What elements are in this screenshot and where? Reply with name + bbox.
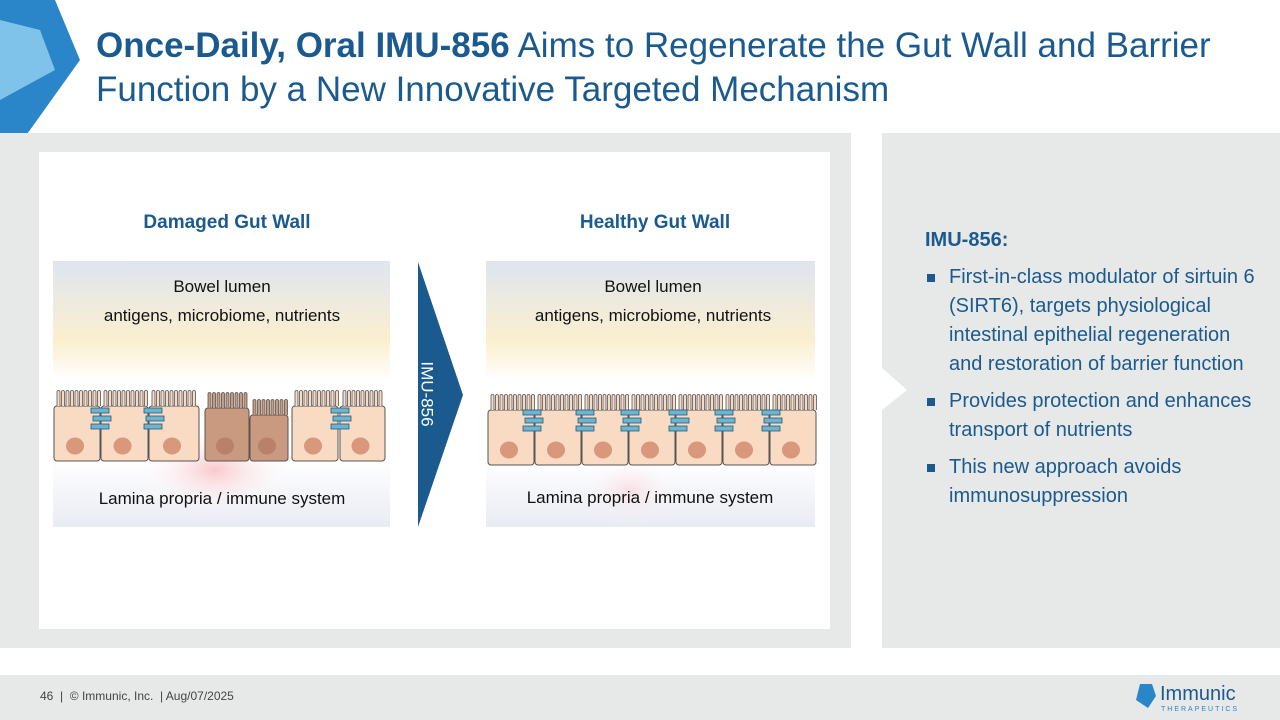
lumen-label: Bowel lumen <box>173 277 270 296</box>
decor <box>0 20 55 100</box>
villi <box>294 390 339 406</box>
villi <box>725 394 770 410</box>
junction <box>143 423 163 430</box>
base-label: Lamina propria / immune system <box>527 488 774 507</box>
nucleus <box>163 437 181 455</box>
junction <box>522 409 542 416</box>
logo-mark <box>1136 684 1156 708</box>
nucleus <box>304 437 322 455</box>
logo: Immunic <box>1160 683 1236 705</box>
junction <box>92 415 112 422</box>
villi <box>103 390 148 406</box>
villi <box>342 390 383 406</box>
inflammation <box>580 455 680 525</box>
villi <box>490 394 535 410</box>
lumen-label: Bowel lumen <box>604 277 701 296</box>
junction <box>620 409 640 416</box>
junction <box>714 425 734 432</box>
title-bold: Once-Daily, Oral IMU-856 <box>96 26 510 65</box>
junction <box>575 409 595 416</box>
junction <box>577 417 597 424</box>
bullet-list: First-in-class modulator of sirtuin 6 (S… <box>925 263 1255 511</box>
nucleus <box>66 437 84 455</box>
nucleus <box>500 441 518 459</box>
nucleus <box>547 441 565 459</box>
junction <box>716 417 736 424</box>
villi <box>678 394 723 410</box>
footer-text: 46 | © Immunic, Inc. | Aug/07/2025 <box>40 689 234 703</box>
junction <box>575 425 595 432</box>
nucleus <box>641 441 659 459</box>
junction <box>145 415 165 422</box>
junction <box>330 423 350 430</box>
title-rest: Aims to Regenerate the Gut Wall and Barr… <box>96 26 1211 109</box>
bullet: This new approach avoids immunosuppressi… <box>925 453 1255 511</box>
junction <box>714 409 734 416</box>
junction <box>761 409 781 416</box>
junction <box>90 407 110 414</box>
bullet: Provides protection and enhances transpo… <box>925 387 1255 445</box>
side-panel <box>882 133 1280 648</box>
nucleus <box>351 437 370 455</box>
nucleus <box>735 441 753 459</box>
villi <box>252 399 288 415</box>
junction <box>763 417 783 424</box>
junction <box>143 407 163 414</box>
junction <box>668 409 688 416</box>
junction <box>90 423 110 430</box>
nucleus <box>594 441 612 459</box>
footer-bg <box>0 675 1280 720</box>
arrow-label: IMU-856 <box>418 361 437 426</box>
title: Once-Daily, Oral IMU-856 Aims to Regener… <box>96 24 1236 112</box>
junction <box>620 425 640 432</box>
junction <box>622 417 642 424</box>
logo-sub: THERAPEUTICS <box>1161 706 1239 713</box>
nucleus <box>258 437 276 455</box>
junction <box>670 417 690 424</box>
villi <box>151 390 196 406</box>
base-label: Lamina propria / immune system <box>99 489 346 508</box>
villi <box>56 390 101 406</box>
villi <box>631 394 676 410</box>
panel-title: Healthy Gut Wall <box>580 212 730 233</box>
nucleus <box>782 441 800 459</box>
villi <box>584 394 629 410</box>
panel-title: Damaged Gut Wall <box>143 212 310 233</box>
sidebar-heading: IMU-856: <box>925 229 1009 251</box>
nucleus <box>113 437 132 455</box>
bullet: First-in-class modulator of sirtuin 6 (S… <box>925 263 1255 379</box>
villi <box>537 394 582 410</box>
junction <box>524 417 544 424</box>
lumen-contents: antigens, microbiome, nutrients <box>535 306 771 325</box>
nucleus <box>216 437 234 455</box>
junction <box>761 425 781 432</box>
lumen-contents: antigens, microbiome, nutrients <box>104 306 340 325</box>
cells <box>53 390 817 466</box>
arrow <box>418 262 463 527</box>
nucleus <box>688 441 706 459</box>
villi <box>772 394 817 410</box>
villi <box>207 392 248 408</box>
junction <box>668 425 688 432</box>
junction <box>330 407 350 414</box>
junction <box>332 415 352 422</box>
sidebar: IMU-856: First-in-class modulator of sir… <box>925 226 1255 519</box>
junction <box>522 425 542 432</box>
